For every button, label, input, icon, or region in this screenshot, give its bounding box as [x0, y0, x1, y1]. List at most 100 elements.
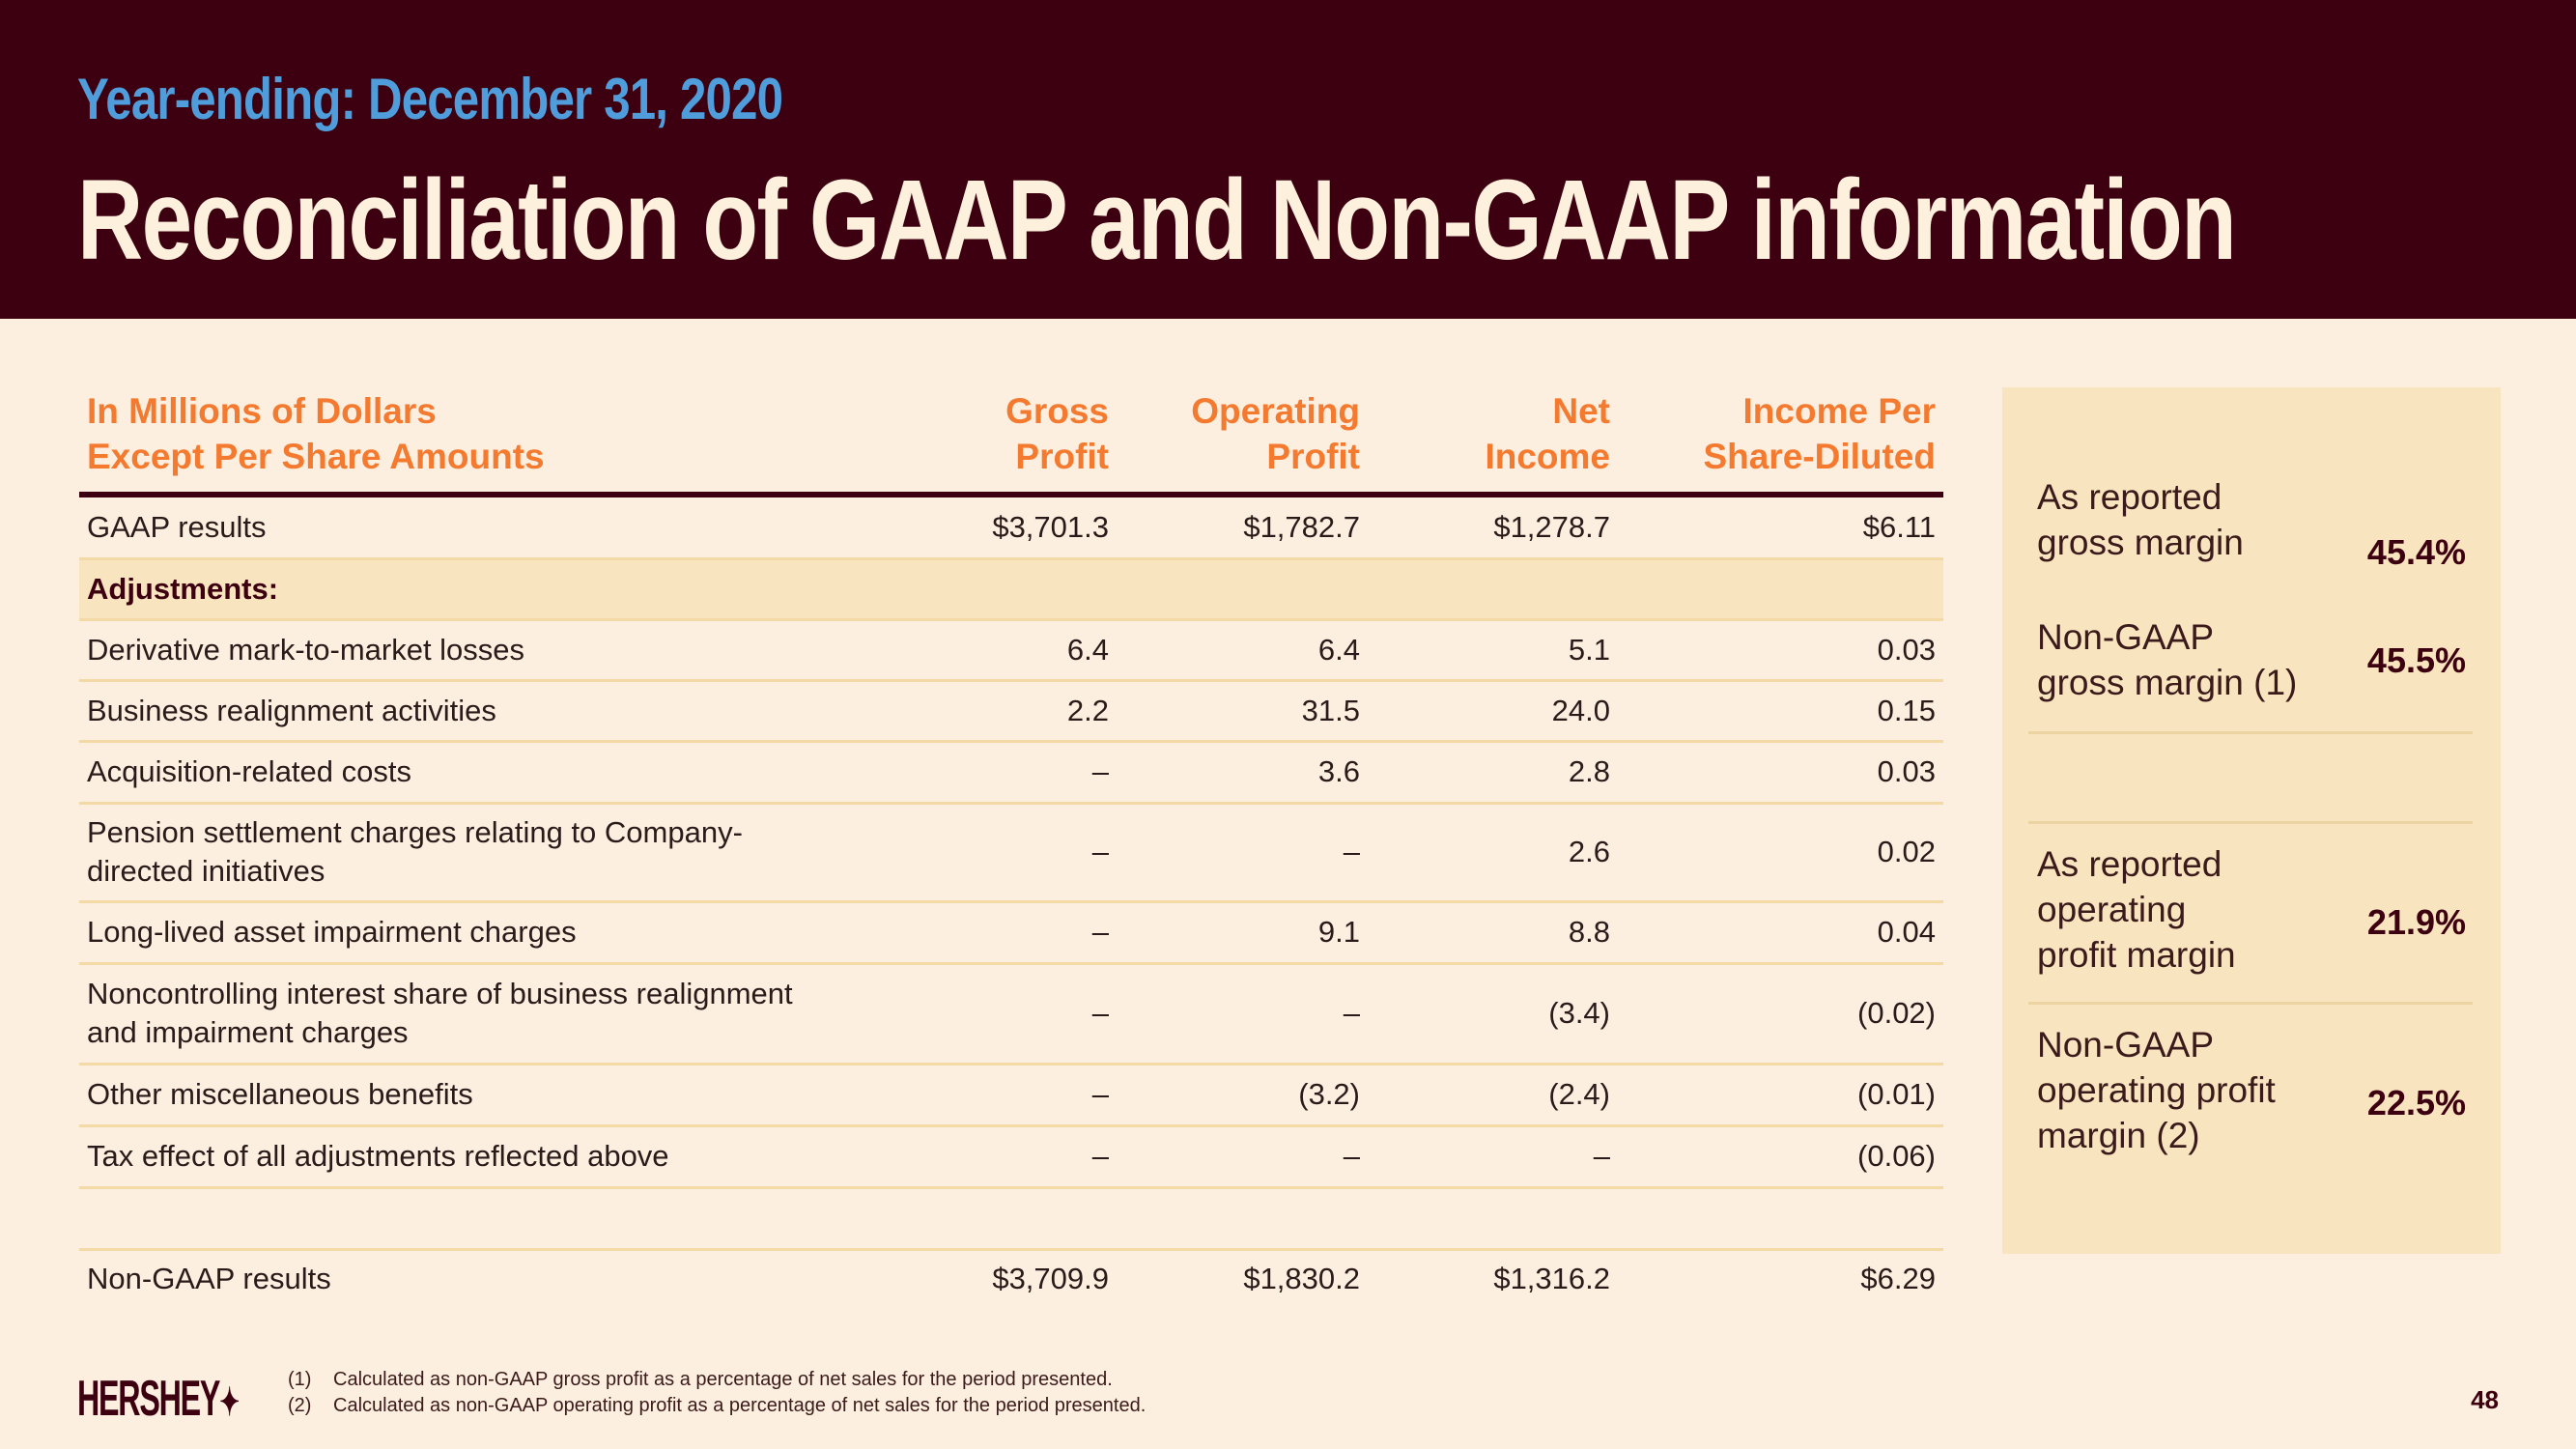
column-header-line: Income Per: [1742, 391, 1936, 431]
column-header-line: Income: [1485, 437, 1610, 476]
row-value: $3,709.9: [992, 1262, 1109, 1295]
row-label: Derivative mark-to-market losses: [87, 632, 525, 667]
row-value: 6.4: [1317, 632, 1360, 667]
row-label: Long-lived asset impairment charges: [87, 915, 577, 949]
table-row: Derivative mark-to-market losses 6.4 6.4 5.…: [79, 619, 1943, 680]
footnote-number: (1): [288, 1369, 312, 1390]
table-row: Non-GAAP results $3,709.9 $1,830.2 $1,316.2…: [79, 1249, 1943, 1309]
row-label: Non-GAAP results: [87, 1262, 331, 1295]
row-value: (3.2): [1298, 1077, 1360, 1111]
header-banner: Year-ending: December 31, 2020 Reconcili…: [0, 0, 2576, 319]
row-value: –: [1343, 996, 1360, 1030]
row-value: 8.8: [1568, 915, 1610, 949]
table-row: Other miscellaneous benefits – (3.2) (2.4) (…: [79, 1064, 1943, 1125]
row-value: 2.8: [1568, 754, 1610, 788]
margin-value: 45.5%: [2366, 640, 2466, 680]
row-value: –: [1343, 1139, 1360, 1173]
row-value: 3.6: [1317, 754, 1360, 788]
row-label: Tax effect of all adjustments reflected …: [87, 1139, 669, 1173]
margin-value: 22.5%: [2366, 1083, 2466, 1122]
row-divider: [79, 679, 1943, 682]
row-value: 0.15: [1877, 693, 1936, 727]
row-value: $1,278.7: [1493, 509, 1610, 544]
row-label: Acquisition-related costs: [87, 754, 411, 788]
row-label: Other miscellaneous benefits: [87, 1077, 473, 1111]
row-divider: [79, 740, 1943, 743]
column-header-line: In Millions of Dollars: [87, 391, 437, 431]
margin-value: 45.4%: [2366, 532, 2466, 572]
row-value: 5.1: [1568, 632, 1610, 667]
row-divider: [79, 1063, 1943, 1065]
page-title: Reconciliation of GAAP and Non-GAAP info…: [77, 156, 2237, 284]
subtitle: Year-ending: December 31, 2020: [77, 67, 783, 131]
row-label: GAAP results: [87, 509, 267, 544]
row-value: 31.5: [1301, 693, 1360, 727]
column-header-line: Net: [1552, 391, 1610, 431]
row-divider: [79, 1186, 1943, 1189]
row-value: –: [1091, 996, 1109, 1030]
row-label: Pension settlement charges relating to C…: [87, 815, 743, 888]
row-value: –: [1091, 835, 1109, 868]
row-value: 9.1: [1317, 915, 1360, 949]
hershey-logo: HERSHEY✦: [77, 1371, 240, 1427]
column-header-line: Profit: [1015, 437, 1109, 476]
row-value: (0.06): [1857, 1139, 1936, 1173]
row-divider: [79, 618, 1943, 621]
column-header: Income Per Share-Diluted: [1703, 388, 1936, 479]
footnote-text: Calculated as non-GAAP operating profit …: [333, 1395, 1146, 1416]
row-divider: [79, 557, 1943, 560]
row-value: –: [1343, 835, 1360, 868]
footnote-text: Calculated as non-GAAP gross profit as a…: [333, 1369, 1113, 1390]
row-value: $1,782.7: [1243, 509, 1360, 544]
row-value: $6.11: [1862, 509, 1936, 544]
row-value: 0.02: [1877, 835, 1936, 868]
row-divider: [79, 962, 1943, 965]
row-label: Adjustments:: [87, 572, 279, 606]
column-header-line: Share-Diluted: [1703, 437, 1936, 476]
panel-divider: [2028, 1002, 2473, 1005]
row-value: –: [1593, 1139, 1610, 1173]
row-divider: [79, 900, 1943, 903]
margin-label: Non-GAAP operating profit margin (2): [2037, 1025, 2276, 1155]
table-row: Pension settlement charges relating to C…: [79, 803, 1943, 901]
row-value: (0.01): [1857, 1077, 1936, 1111]
column-header-line: Operating: [1191, 391, 1360, 431]
row-value: (3.4): [1548, 996, 1610, 1030]
row-label: Business realignment activities: [87, 693, 496, 727]
row-label: Noncontrolling interest share of busines…: [87, 977, 793, 1049]
column-header-line: Profit: [1266, 437, 1360, 476]
table-row: Acquisition-related costs – 3.6 2.8 0.03: [79, 741, 1943, 803]
adjustments-section-row: Adjustments:: [79, 560, 1943, 618]
row-value: –: [1091, 754, 1109, 788]
footnote-number: (2): [288, 1395, 312, 1416]
page-number: 48: [2471, 1385, 2499, 1414]
panel-divider: [2028, 731, 2473, 734]
row-divider: [79, 1248, 1943, 1251]
row-value: $1,830.2: [1243, 1262, 1360, 1295]
row-value: $6.29: [1860, 1262, 1936, 1295]
margin-label: As reported gross margin: [2037, 477, 2244, 562]
row-value: 0.04: [1877, 915, 1936, 949]
column-header: In Millions of Dollars Except Per Share A…: [87, 388, 545, 479]
row-value: (2.4): [1548, 1077, 1610, 1111]
row-value: $3,701.3: [992, 509, 1109, 544]
row-value: (0.02): [1857, 996, 1936, 1030]
margin-panel: As reported gross margin 45.4% Non-GAAP gr…: [2002, 387, 2501, 1254]
margin-label: As reported operating profit margin: [2037, 844, 2236, 975]
row-value: $1,316.2: [1493, 1262, 1610, 1295]
row-value: 0.03: [1877, 632, 1936, 667]
table-row: Noncontrolling interest share of busines…: [79, 963, 1943, 1064]
table-row: Business realignment activities 2.2 31.5 24…: [79, 680, 1943, 741]
column-header: Net Income: [1485, 388, 1610, 479]
row-value: 2.2: [1066, 693, 1109, 727]
column-header: Operating Profit: [1191, 388, 1360, 479]
panel-divider: [2028, 821, 2473, 824]
row-value: –: [1091, 1077, 1109, 1111]
table-row: Long-lived asset impairment charges – 9.1 8…: [79, 901, 1943, 963]
margin-label: Non-GAAP gross margin (1): [2037, 617, 2298, 702]
header-divider: [79, 492, 1943, 497]
row-value: 0.03: [1877, 754, 1936, 788]
margin-value: 21.9%: [2366, 902, 2466, 942]
table-row: Tax effect of all adjustments reflected …: [79, 1125, 1943, 1187]
row-value: 24.0: [1551, 693, 1610, 727]
